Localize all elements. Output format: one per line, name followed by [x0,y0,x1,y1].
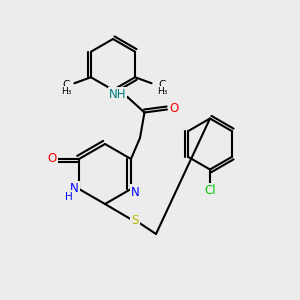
Text: S: S [131,214,139,227]
Text: NH: NH [109,88,126,101]
Text: H₃: H₃ [61,87,71,96]
Text: H: H [64,191,72,202]
Text: O: O [169,101,178,115]
Text: Cl: Cl [204,184,216,197]
Text: H₃: H₃ [157,87,167,96]
Text: C: C [62,80,70,90]
Text: N: N [70,182,79,196]
Text: C: C [158,80,166,90]
Text: N: N [131,185,140,199]
Text: O: O [47,152,57,166]
